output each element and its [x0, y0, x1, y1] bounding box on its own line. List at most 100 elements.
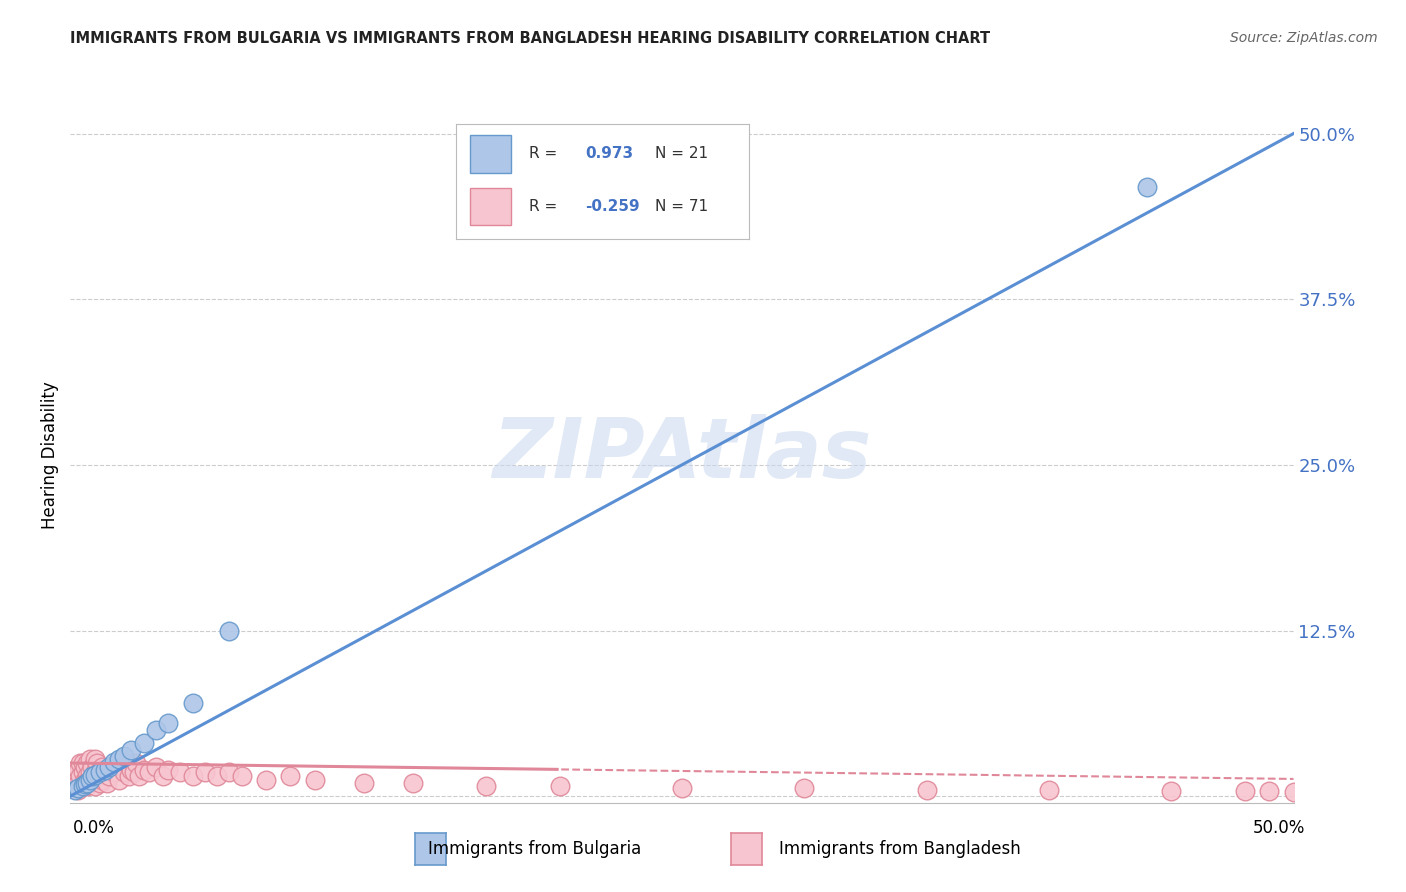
Point [1136, 179, 1159, 194]
Point [101, 760, 124, 774]
Point [157, 716, 180, 731]
Point [157, 763, 180, 777]
Point [181, 769, 204, 783]
Point [98, 760, 121, 774]
Point [82, 773, 104, 788]
Point [205, 769, 228, 783]
Point [128, 769, 150, 783]
Point [121, 743, 143, 757]
Point [548, 779, 571, 793]
Point [218, 765, 240, 780]
Point [194, 765, 217, 780]
Point [122, 765, 145, 780]
Point [86, 769, 108, 783]
Y-axis label: Hearing Disability: Hearing Disability [41, 381, 59, 529]
Point [132, 763, 155, 777]
Point [86, 756, 108, 770]
Point [108, 752, 131, 766]
Point [79, 765, 101, 780]
Point [93, 763, 115, 777]
Point [1258, 784, 1281, 798]
Point [73, 776, 96, 790]
Point [118, 769, 141, 783]
Point [96, 776, 118, 790]
Point [79, 776, 101, 790]
Point [121, 763, 143, 777]
Point [280, 769, 302, 783]
Point [115, 756, 138, 770]
Point [98, 769, 121, 783]
Point [79, 752, 101, 766]
Point [76, 769, 98, 783]
Point [112, 749, 135, 764]
Point [1160, 784, 1182, 798]
Point [72, 765, 94, 780]
Point [181, 697, 204, 711]
Point [125, 756, 148, 770]
Point [132, 736, 155, 750]
Point [112, 765, 135, 780]
Point [69, 756, 91, 770]
Point [231, 769, 253, 783]
Point [76, 779, 98, 793]
Text: ZIPAtlas: ZIPAtlas [492, 415, 872, 495]
Point [671, 781, 693, 796]
Point [1282, 785, 1305, 799]
Text: Immigrants from Bangladesh: Immigrants from Bangladesh [779, 840, 1021, 858]
Point [145, 723, 167, 737]
Text: 0.0%: 0.0% [73, 819, 115, 837]
Point [103, 765, 125, 780]
Point [96, 763, 118, 777]
Point [83, 765, 105, 780]
Point [138, 765, 160, 780]
Point [111, 760, 134, 774]
Point [72, 756, 94, 770]
Point [63, 782, 86, 797]
Point [83, 752, 105, 766]
Point [76, 756, 98, 770]
Point [254, 773, 277, 788]
Text: 50.0%: 50.0% [1253, 819, 1305, 837]
Point [152, 769, 174, 783]
Point [89, 776, 111, 790]
Text: Source: ZipAtlas.com: Source: ZipAtlas.com [1230, 31, 1378, 45]
Point [73, 777, 96, 791]
Point [304, 773, 326, 788]
Point [93, 765, 115, 780]
Point [108, 773, 131, 788]
Point [169, 765, 191, 780]
Point [89, 765, 111, 780]
Point [91, 760, 114, 774]
Point [69, 769, 91, 783]
Point [79, 773, 101, 788]
Point [402, 776, 425, 790]
Point [82, 769, 104, 783]
Point [73, 773, 96, 788]
Point [915, 782, 938, 797]
Point [793, 781, 815, 796]
Point [73, 760, 96, 774]
Point [89, 763, 111, 777]
Point [103, 755, 125, 769]
Point [66, 776, 89, 790]
Point [105, 756, 128, 770]
Point [353, 776, 375, 790]
Point [1233, 784, 1256, 798]
Text: Immigrants from Bulgaria: Immigrants from Bulgaria [427, 840, 641, 858]
Point [145, 760, 167, 774]
Point [218, 624, 240, 638]
Point [83, 768, 105, 782]
Point [66, 781, 89, 796]
Point [1038, 782, 1060, 797]
Point [91, 773, 114, 788]
Text: IMMIGRANTS FROM BULGARIA VS IMMIGRANTS FROM BANGLADESH HEARING DISABILITY CORREL: IMMIGRANTS FROM BULGARIA VS IMMIGRANTS F… [70, 31, 990, 46]
Point [72, 779, 94, 793]
Point [72, 779, 94, 793]
Point [66, 763, 89, 777]
Point [66, 782, 89, 797]
Point [82, 760, 104, 774]
Point [475, 779, 498, 793]
Point [76, 776, 98, 790]
Point [83, 779, 105, 793]
Point [63, 769, 86, 783]
